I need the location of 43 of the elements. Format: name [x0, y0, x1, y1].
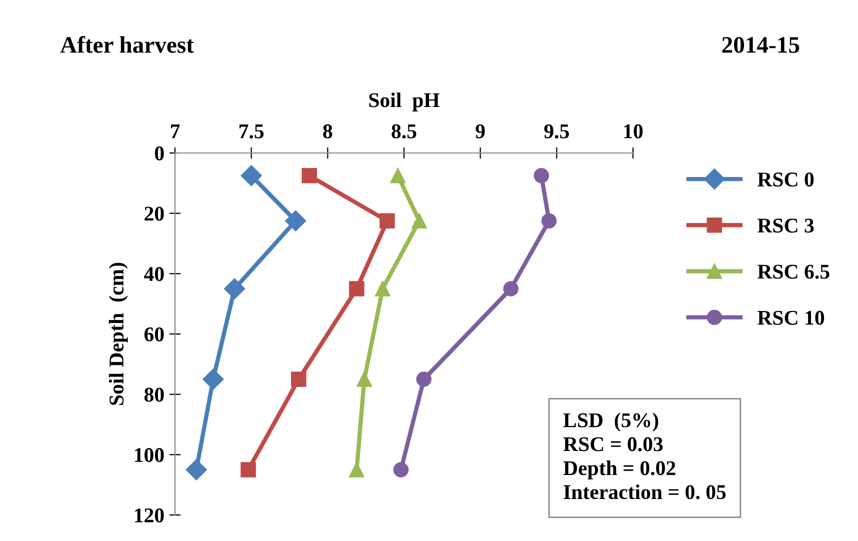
point	[356, 372, 372, 387]
point	[291, 372, 306, 387]
text: 2014-15	[722, 36, 800, 53]
y-tick-label: 20	[144, 206, 164, 221]
point	[534, 168, 550, 184]
x-tick-label: 7.5	[240, 124, 264, 138]
point	[285, 210, 306, 232]
text: After harvest	[60, 36, 194, 53]
point	[240, 462, 256, 478]
point	[349, 462, 364, 478]
legend-label: RSC 0	[757, 172, 814, 187]
y-tick-label: 120	[135, 508, 164, 522]
point	[503, 281, 519, 296]
legend-label: RSC 3	[757, 218, 814, 233]
point	[380, 213, 395, 229]
point	[240, 165, 262, 186]
y-tick-label: 0	[154, 146, 164, 160]
point	[202, 368, 224, 390]
point	[390, 168, 406, 184]
x-tick-label: 9	[476, 124, 485, 138]
y-tick-label: 40	[144, 267, 164, 282]
annotation: LSD (5%) RSC = 0.03 Depth = 0.02 Interaction = 0. 05	[563, 412, 726, 500]
legend-label: RSC 10	[757, 310, 824, 325]
point	[186, 459, 207, 480]
x-axis-title: Soil pH	[369, 92, 440, 112]
point	[302, 168, 317, 184]
point	[374, 281, 390, 296]
point	[412, 213, 427, 229]
x-tick-label: 10	[624, 124, 643, 138]
y-tick-label: 100	[135, 448, 164, 462]
point	[224, 278, 246, 300]
point	[541, 213, 557, 229]
x-tick-label: 8	[323, 124, 332, 138]
legend-label: RSC 6.5	[757, 264, 830, 279]
x-tick-label: 9.5	[544, 124, 569, 138]
x-tick-label: 8.5	[392, 124, 416, 138]
y-tick-label: 60	[144, 327, 164, 342]
point	[393, 462, 409, 478]
y-tick-label: 80	[144, 388, 164, 402]
y-axis-title: Soil Depth (cm)	[108, 262, 128, 405]
point	[349, 281, 364, 296]
x-tick-label: 7	[170, 124, 180, 138]
point	[416, 372, 432, 387]
